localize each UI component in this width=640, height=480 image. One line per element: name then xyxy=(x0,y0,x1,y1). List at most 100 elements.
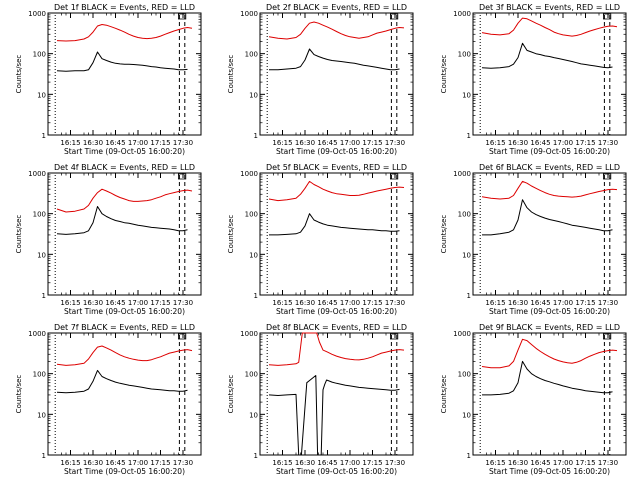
marker-flag xyxy=(603,333,612,340)
plot-frame xyxy=(47,172,202,296)
panel-title: Det 4f BLACK = Events, RED = LLD xyxy=(54,163,195,172)
x-tick-label: 16:45 xyxy=(105,299,125,307)
marker-flag xyxy=(177,173,187,180)
x-tick-label: 17:15 xyxy=(362,299,382,307)
panel-8: Det 8f BLACK = Events, RED = LLD 1 10 100 10… xyxy=(227,323,414,476)
x-tick-label: 17:15 xyxy=(362,459,382,467)
y-tick-label: 10 xyxy=(249,91,258,99)
y-axis-label: Counts/sec xyxy=(227,215,235,254)
panel-9: Det 9f BLACK = Events, RED = LLD 1 10 100 10… xyxy=(440,323,627,476)
x-tick-label: 17:30 xyxy=(598,459,618,467)
x-tick-label: 16:30 xyxy=(508,459,528,467)
events-series-line xyxy=(482,199,613,236)
x-tick-label: 16:45 xyxy=(317,299,337,307)
x-tick-label: 16:30 xyxy=(508,299,528,307)
lld-series-line xyxy=(268,180,405,202)
x-tick-label: 16:45 xyxy=(530,139,550,147)
marker-flag xyxy=(177,333,187,340)
x-tick-label: 16:45 xyxy=(105,459,125,467)
x-axis-label: Start Time (09-Oct-05 16:00:20) xyxy=(489,467,610,476)
lld-series-line xyxy=(56,188,193,213)
y-tick-label: 100 xyxy=(33,371,46,379)
x-tick-label: 17:15 xyxy=(150,299,170,307)
x-axis-label: Start Time (09-Oct-05 16:00:20) xyxy=(64,147,185,156)
x-tick-label: 17:30 xyxy=(385,139,405,147)
y-tick-label: 100 xyxy=(245,371,258,379)
y-axis-label: Counts/sec xyxy=(15,375,23,414)
x-tick-label: 17:15 xyxy=(575,139,595,147)
events-series-line xyxy=(481,42,613,69)
x-tick-label: 17:00 xyxy=(340,139,360,147)
x-tick-label: 16:15 xyxy=(485,299,505,307)
events-series-line xyxy=(56,206,188,235)
plot-frame xyxy=(259,332,414,456)
panel-3: Det 3f BLACK = Events, RED = LLD 1 10 100 10… xyxy=(440,3,627,156)
x-tick-label: 17:30 xyxy=(173,459,193,467)
events-series-line xyxy=(268,375,400,456)
plot-frame xyxy=(259,12,414,136)
marker-flag xyxy=(603,13,612,20)
x-tick-label: 17:15 xyxy=(575,299,595,307)
y-axis-label: Counts/sec xyxy=(227,375,235,414)
y-tick-label: 1 xyxy=(254,452,258,460)
y-tick-label: 1 xyxy=(42,452,46,460)
x-tick-label: 16:45 xyxy=(317,139,337,147)
events-series-line xyxy=(482,360,613,396)
x-tick-label: 17:00 xyxy=(340,459,360,467)
x-tick-label: 16:30 xyxy=(508,139,528,147)
y-tick-label: 1000 xyxy=(28,10,46,18)
events-series-line xyxy=(56,369,188,394)
panel-2: Det 2f BLACK = Events, RED = LLD 1 10 100 10… xyxy=(227,3,414,156)
y-tick-label: 1000 xyxy=(240,330,258,338)
events-series-line xyxy=(56,51,188,72)
y-axis-label: Counts/sec xyxy=(440,215,448,254)
x-tick-label: 16:45 xyxy=(105,139,125,147)
x-tick-label: 16:15 xyxy=(272,459,292,467)
y-tick-label: 100 xyxy=(458,51,471,59)
y-tick-label: 1 xyxy=(42,132,46,140)
y-tick-label: 10 xyxy=(249,251,258,259)
panel-title: Det 7f BLACK = Events, RED = LLD xyxy=(54,323,195,332)
x-tick-label: 17:30 xyxy=(598,299,618,307)
y-tick-label: 10 xyxy=(462,251,471,259)
x-tick-label: 17:30 xyxy=(385,299,405,307)
y-tick-label: 10 xyxy=(462,91,471,99)
marker-flag xyxy=(389,173,399,180)
lld-series-line xyxy=(481,338,618,369)
x-axis-label: Start Time (09-Oct-05 16:00:20) xyxy=(489,307,610,316)
lld-series-line xyxy=(481,17,618,37)
x-tick-label: 16:15 xyxy=(485,459,505,467)
y-tick-label: 1 xyxy=(254,132,258,140)
plot-frame xyxy=(472,172,627,296)
x-tick-label: 16:15 xyxy=(60,299,80,307)
y-axis-label: Counts/sec xyxy=(227,55,235,94)
y-axis-label: Counts/sec xyxy=(440,375,448,414)
x-tick-label: 17:00 xyxy=(553,459,573,467)
panel-7: Det 7f BLACK = Events, RED = LLD 1 10 100 10… xyxy=(15,323,202,476)
y-tick-label: 1000 xyxy=(453,10,471,18)
y-tick-label: 10 xyxy=(462,411,471,419)
x-axis-label: Start Time (09-Oct-05 16:00:20) xyxy=(276,307,397,316)
panel-4: Det 4f BLACK = Events, RED = LLD 1 10 100 10… xyxy=(15,163,202,316)
panel-title: Det 1f BLACK = Events, RED = LLD xyxy=(54,3,195,12)
events-series-line xyxy=(269,48,400,71)
y-tick-label: 100 xyxy=(33,211,46,219)
y-tick-label: 1000 xyxy=(28,170,46,178)
plot-frame xyxy=(259,172,414,296)
y-tick-label: 1 xyxy=(467,132,471,140)
y-tick-label: 1 xyxy=(254,292,258,300)
x-tick-label: 16:15 xyxy=(272,299,292,307)
x-tick-label: 16:45 xyxy=(530,299,550,307)
panel-title: Det 8f BLACK = Events, RED = LLD xyxy=(266,323,407,332)
lld-series-line xyxy=(268,21,405,40)
x-tick-label: 16:30 xyxy=(295,459,315,467)
panel-title: Det 6f BLACK = Events, RED = LLD xyxy=(479,163,620,172)
x-tick-label: 17:30 xyxy=(598,139,618,147)
x-tick-label: 16:45 xyxy=(317,459,337,467)
y-tick-label: 1000 xyxy=(240,10,258,18)
x-tick-label: 16:30 xyxy=(83,459,103,467)
y-tick-label: 1 xyxy=(467,292,471,300)
panel-5: Det 5f BLACK = Events, RED = LLD 1 10 100 10… xyxy=(227,163,414,316)
x-tick-label: 17:00 xyxy=(128,459,148,467)
